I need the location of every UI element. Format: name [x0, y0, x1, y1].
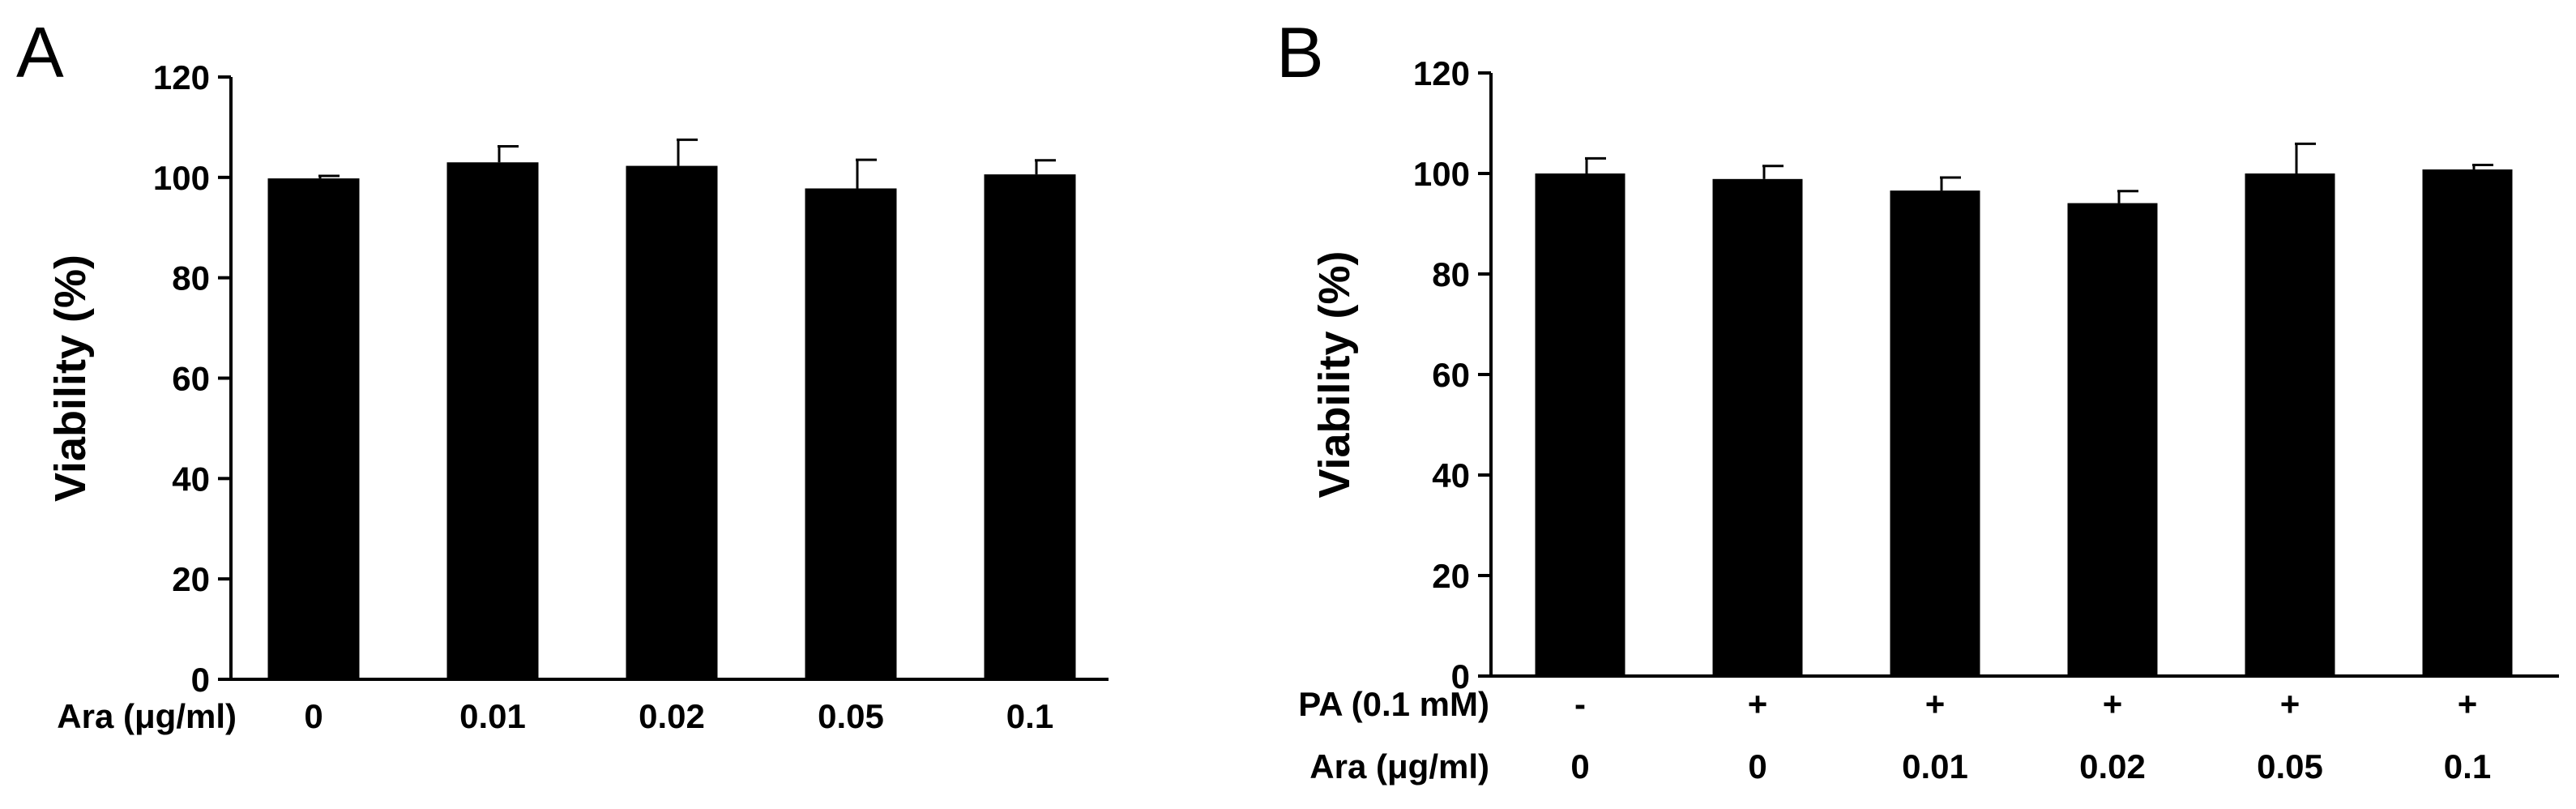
category-label: 0.02 — [2079, 747, 2146, 785]
row-label-name: PA (0.1 mM) — [1298, 685, 1489, 723]
y-axis-title: Viability (%) — [1310, 250, 1359, 498]
y-tick-label: 120 — [153, 58, 210, 96]
bar — [267, 178, 360, 680]
y-tick-label: 20 — [172, 560, 210, 598]
category-label: + — [2103, 685, 2123, 723]
panel-b: B 0 20 40 60 80 100 120 Viability (%) PA (0.1 mM)… — [1276, 12, 2559, 785]
row-label-name: Ara (μg/ml) — [1309, 747, 1489, 785]
y-tick-label: 60 — [172, 360, 210, 398]
category-label: 0.02 — [639, 697, 705, 735]
category-label: + — [2458, 685, 2478, 723]
panel-label: B — [1276, 12, 1324, 92]
y-tick-label: 0 — [1451, 657, 1470, 696]
category-label: - — [1574, 685, 1586, 723]
y-tick-label: 80 — [172, 259, 210, 297]
category-label: 0.01 — [459, 697, 526, 735]
panel-a: A 0 20 40 60 80 100 120 Viability (%) Ara (μg/ml)… — [16, 12, 1109, 735]
category-label: 0.1 — [1006, 697, 1053, 735]
panel-label: A — [16, 12, 64, 92]
category-label: 0.01 — [1902, 747, 1968, 785]
bar — [2422, 169, 2513, 677]
bar — [446, 162, 539, 680]
bar — [1890, 190, 1980, 676]
category-label: + — [1925, 685, 1946, 723]
bar — [2067, 203, 2158, 676]
category-label: 0 — [1570, 747, 1589, 785]
category-label: 0 — [1748, 747, 1766, 785]
y-tick-label: 80 — [1432, 255, 1470, 293]
y-tick-label: 60 — [1432, 356, 1470, 394]
bar — [1535, 173, 1625, 676]
bar — [984, 174, 1076, 679]
y-tick-label: 100 — [153, 159, 210, 197]
bar — [805, 188, 897, 679]
y-tick-label: 40 — [172, 460, 210, 498]
category-label: 0.05 — [2257, 747, 2323, 785]
category-label: 0.05 — [818, 697, 884, 735]
bar — [2245, 173, 2335, 676]
category-label: 0.1 — [2444, 747, 2491, 785]
y-tick-label: 100 — [1413, 155, 1470, 193]
y-tick-label: 0 — [191, 661, 210, 699]
category-label: 0 — [304, 697, 323, 735]
bar — [1712, 178, 1803, 676]
bar — [626, 165, 718, 679]
category-label: + — [1748, 685, 1768, 723]
category-label: + — [2280, 685, 2300, 723]
y-axis-title: Viability (%) — [46, 255, 95, 502]
y-tick-label: 20 — [1432, 557, 1470, 595]
row-label-name: Ara (μg/ml) — [57, 697, 237, 735]
y-tick-label: 40 — [1432, 456, 1470, 494]
y-tick-label: 120 — [1413, 54, 1470, 92]
